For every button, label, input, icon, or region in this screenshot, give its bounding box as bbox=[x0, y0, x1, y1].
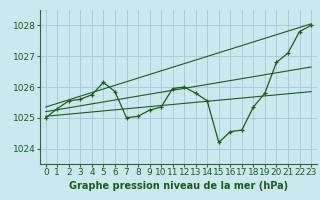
X-axis label: Graphe pression niveau de la mer (hPa): Graphe pression niveau de la mer (hPa) bbox=[69, 181, 288, 191]
